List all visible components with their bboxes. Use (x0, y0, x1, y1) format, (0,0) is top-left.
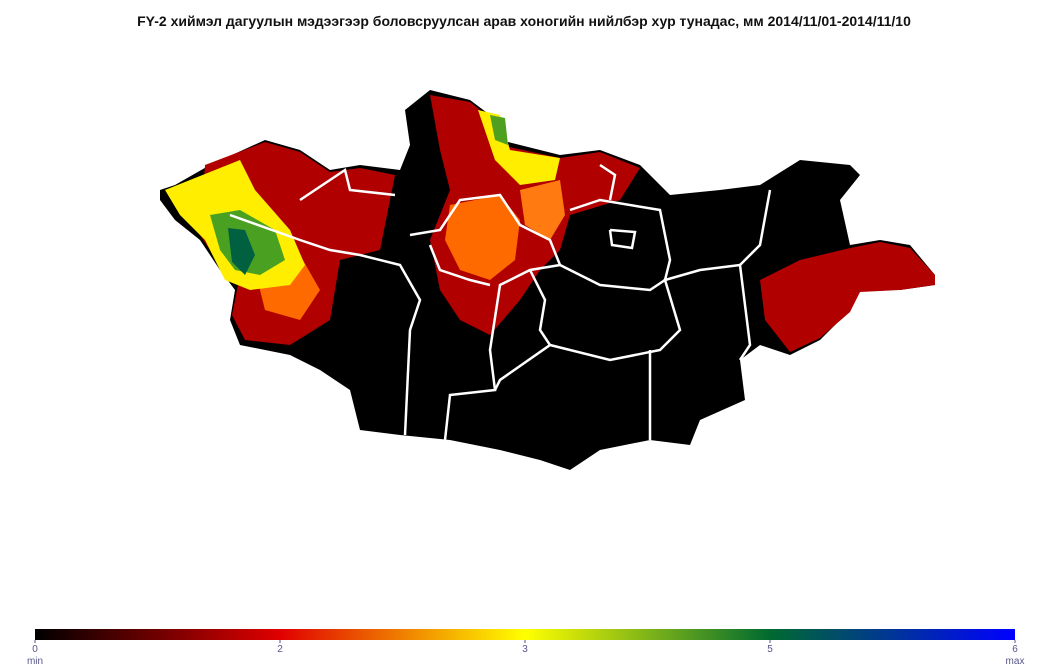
colorbar-max-label: max (1006, 656, 1025, 666)
rain-area (760, 242, 935, 352)
colorbar-tick-label: 0 (32, 644, 38, 655)
colorbar-tick-label: 2 (277, 644, 283, 655)
map (160, 90, 935, 470)
colorbar: 0 2 3 5 6 min max (27, 629, 1025, 666)
colorbar-gradient (35, 629, 1015, 640)
colorbar-tick-label: 5 (767, 644, 773, 655)
title: FY-2 хиймэл дагуулын мэдээгээр боловсруу… (137, 13, 911, 29)
rain-area (445, 195, 520, 280)
rain-area (228, 228, 255, 275)
rain-area (490, 115, 508, 145)
colorbar-min-label: min (27, 656, 43, 666)
boundaries (229, 163, 772, 441)
colorbar-tick-label: 3 (522, 644, 528, 655)
colorbar-tick-label: 6 (1012, 644, 1018, 655)
rain-area (520, 180, 565, 240)
